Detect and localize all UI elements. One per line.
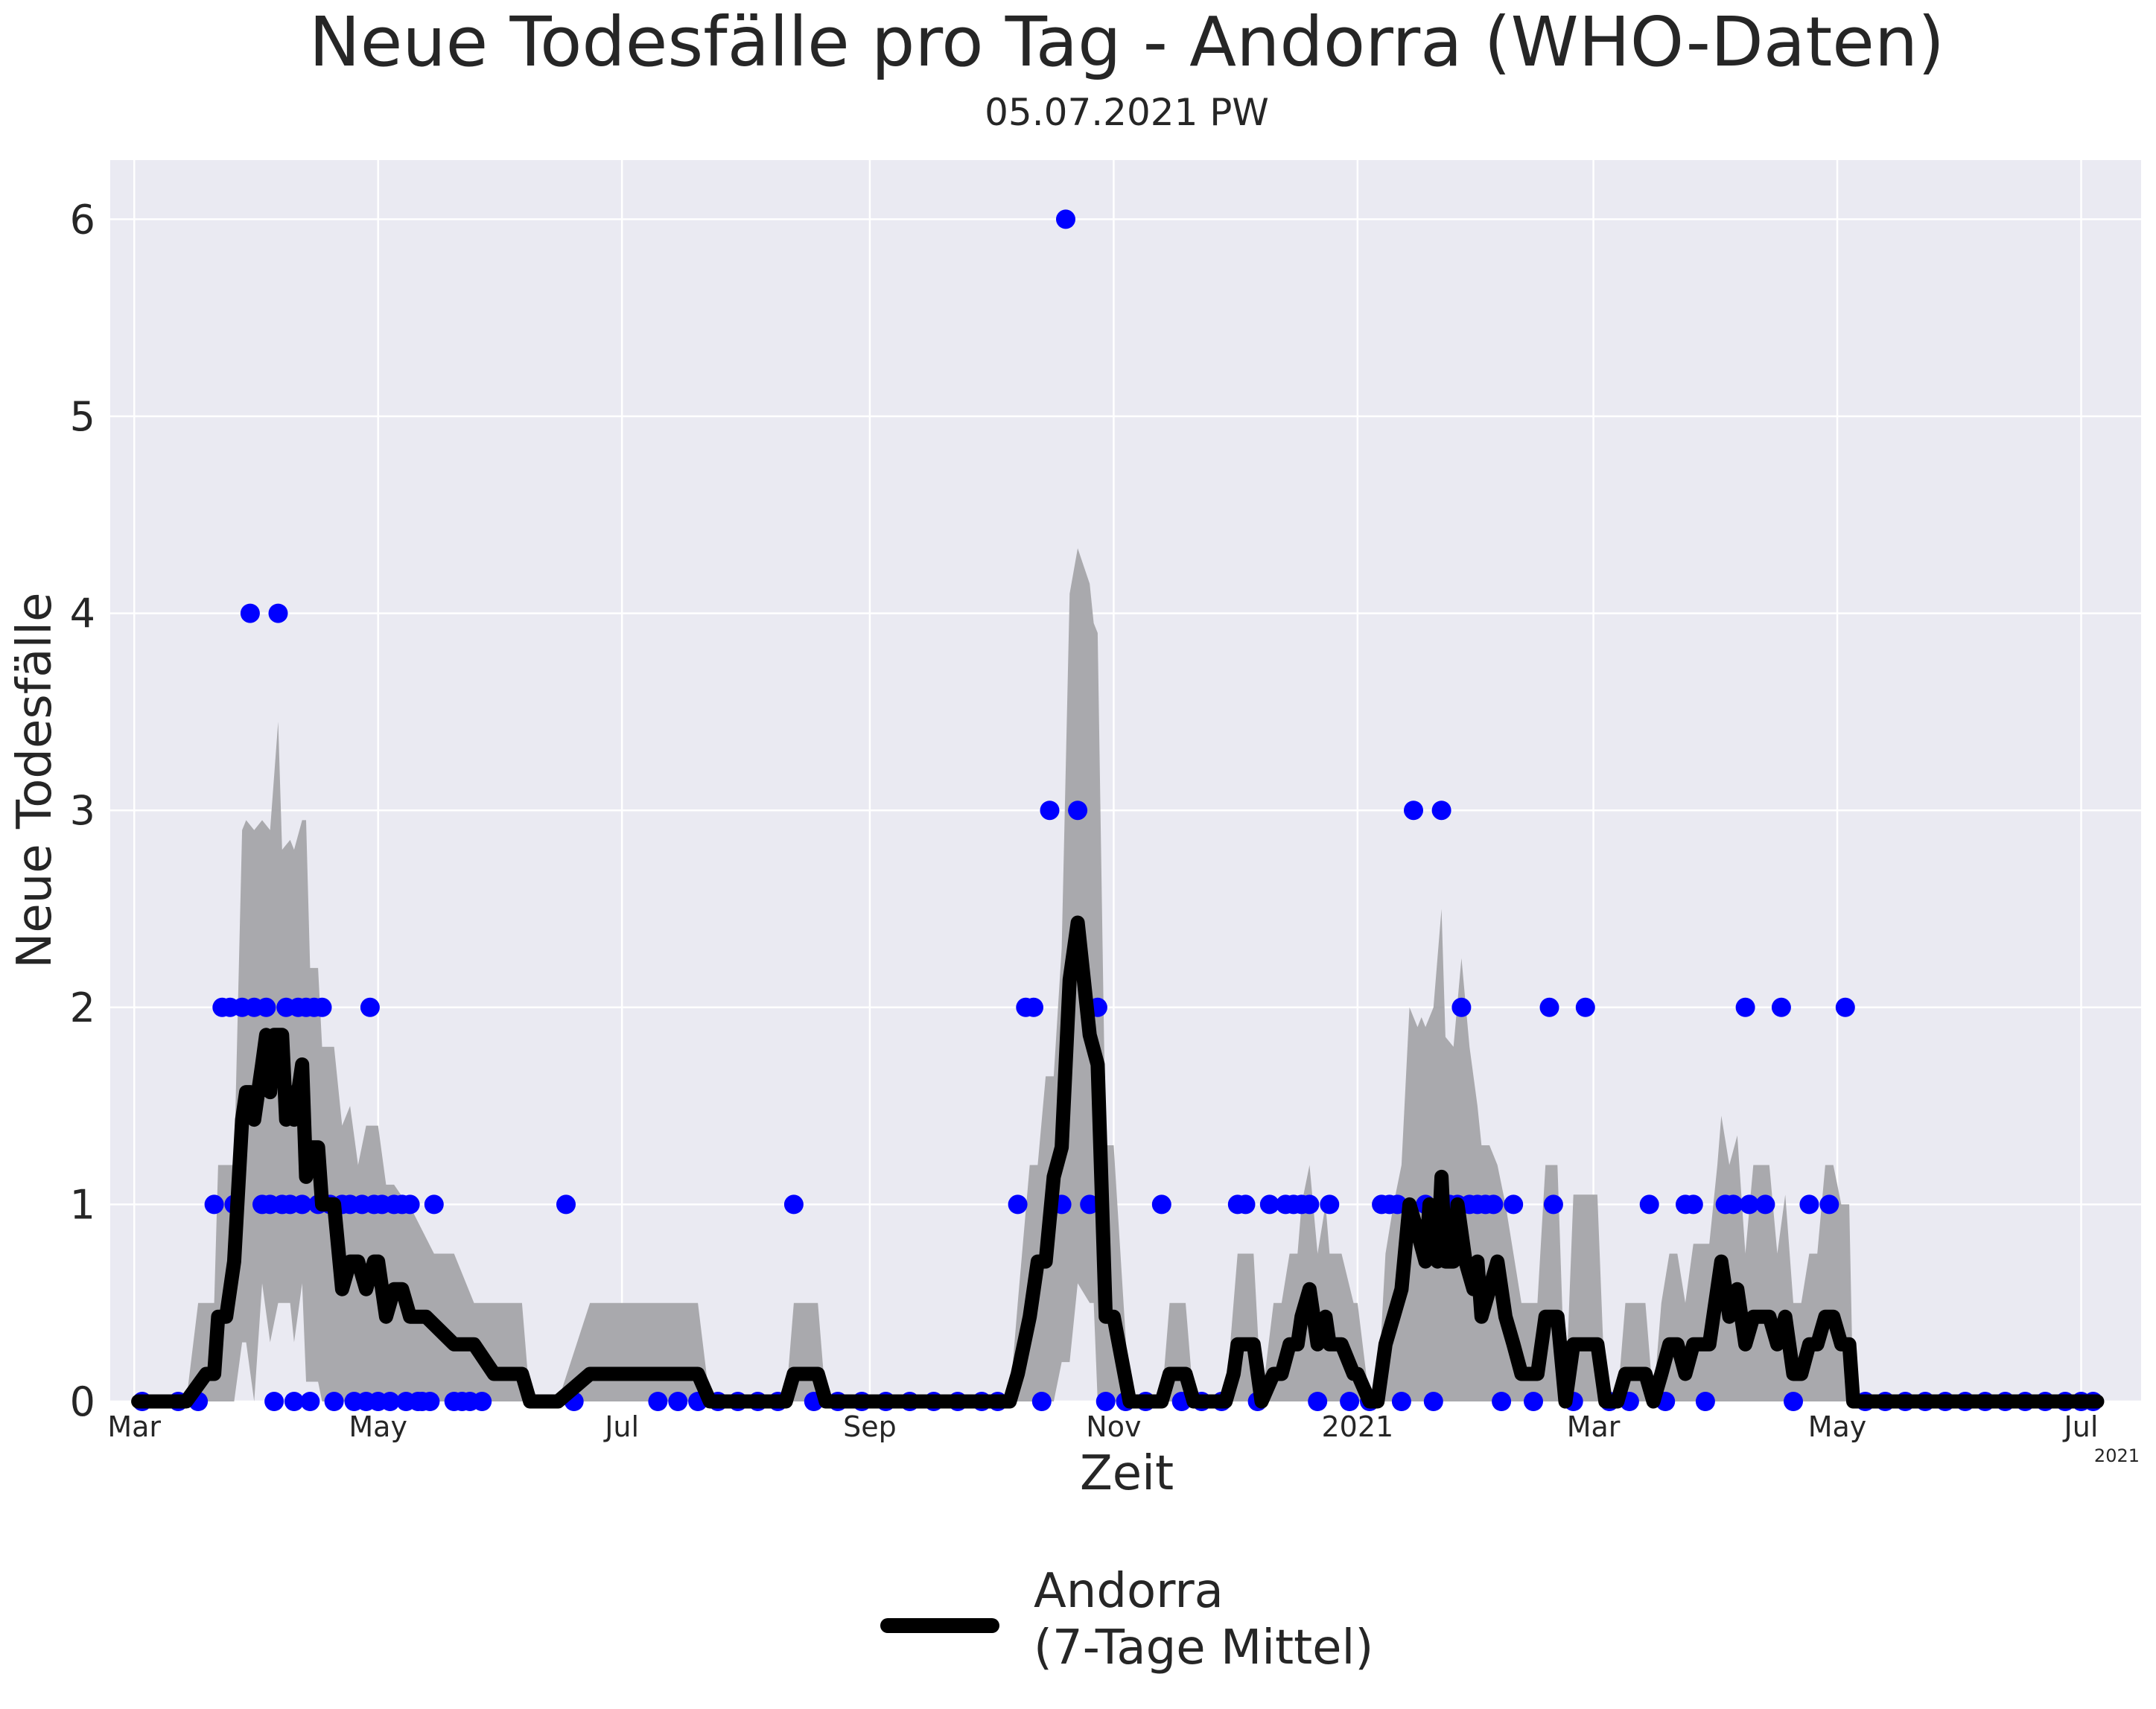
data-point — [1755, 1194, 1775, 1215]
x-tick-label: Jul — [603, 1410, 639, 1443]
data-point — [1504, 1194, 1524, 1215]
data-point — [292, 1194, 312, 1215]
data-point — [1300, 1194, 1320, 1215]
data-point — [1031, 1392, 1052, 1411]
data-point — [1404, 801, 1423, 821]
data-point — [1723, 1194, 1743, 1215]
x-tick-label: Sep — [843, 1410, 897, 1443]
data-point — [1784, 1392, 1803, 1411]
data-point — [284, 1392, 304, 1411]
data-point — [472, 1392, 492, 1411]
data-point — [1308, 1392, 1328, 1411]
data-point — [1484, 1194, 1504, 1215]
data-point — [268, 603, 288, 623]
y-tick-label: 5 — [70, 393, 95, 440]
data-point — [1236, 1194, 1256, 1215]
data-point — [240, 603, 260, 623]
data-point — [783, 1194, 804, 1215]
legend: Andorra (7-Tage Mittel) — [880, 1564, 1373, 1675]
data-point — [1040, 801, 1060, 821]
x-tick-label: May — [349, 1410, 407, 1443]
chart-title: Neue Todesfälle pro Tag - Andorra (WHO-D… — [309, 2, 1944, 82]
x-tick-label: Mar — [1567, 1410, 1621, 1443]
data-point — [1024, 997, 1043, 1017]
data-point — [1340, 1392, 1360, 1411]
data-point — [1391, 1392, 1411, 1411]
data-point — [1096, 1392, 1116, 1411]
data-point — [1771, 997, 1791, 1017]
x-axis-label: Zeit — [1080, 1446, 1174, 1501]
data-point — [556, 1194, 576, 1215]
data-point — [300, 1392, 320, 1411]
data-point — [1451, 997, 1472, 1017]
data-point — [1835, 997, 1855, 1017]
data-point — [360, 997, 380, 1017]
x-tick-label: May — [1808, 1410, 1867, 1443]
data-point — [1735, 997, 1755, 1017]
data-point — [1151, 1194, 1171, 1215]
data-point — [1320, 1194, 1340, 1215]
data-point — [1492, 1392, 1512, 1411]
data-point — [668, 1392, 688, 1411]
data-point — [1739, 1194, 1759, 1215]
data-point — [312, 997, 332, 1017]
data-point — [424, 1194, 444, 1215]
data-point — [1259, 1194, 1279, 1215]
data-point — [204, 1194, 224, 1215]
data-point — [400, 1194, 420, 1215]
data-point — [1639, 1194, 1659, 1215]
y-tick-label: 4 — [70, 591, 95, 637]
series-line-andorra — [131, 915, 2105, 1409]
data-point — [1431, 801, 1451, 821]
x-tick-label: Jul — [2063, 1410, 2099, 1443]
data-point — [1575, 997, 1595, 1017]
data-point — [1695, 1392, 1715, 1411]
data-point — [1683, 1194, 1703, 1215]
y-axis-label: Neue Todesfälle — [7, 593, 63, 969]
data-point — [1799, 1194, 1819, 1215]
x-tick-labels: Mar May Jul Sep Nov 2021 Mar May Jul — [107, 1410, 2098, 1443]
data-point — [1543, 1194, 1563, 1215]
data-point — [1068, 801, 1088, 821]
legend-label: Andorra (7-Tage Mittel) — [1034, 1564, 1373, 1675]
data-point — [648, 1392, 668, 1411]
x-tick-label: Nov — [1086, 1410, 1141, 1443]
data-point — [380, 1392, 400, 1411]
data-point — [1539, 997, 1559, 1017]
y-tick-label: 1 — [70, 1181, 95, 1228]
data-point — [324, 1392, 344, 1411]
plot-area — [110, 160, 2141, 1401]
data-point — [1423, 1392, 1443, 1411]
data-point — [1524, 1392, 1543, 1411]
y-tick-label: 2 — [70, 984, 95, 1031]
data-point — [420, 1392, 440, 1411]
data-point — [256, 997, 276, 1017]
y-tick-label: 6 — [70, 196, 95, 243]
y-tick-labels: 0 1 2 3 4 5 6 — [70, 196, 95, 1425]
range-band — [138, 548, 2097, 1401]
data-point — [1056, 209, 1075, 229]
data-point — [1008, 1194, 1028, 1215]
y-tick-label: 0 — [70, 1378, 95, 1425]
data-point — [1080, 1194, 1100, 1215]
chart-subtitle: 05.07.2021 PW — [985, 91, 1269, 134]
y-tick-label: 3 — [70, 787, 95, 834]
data-point — [264, 1392, 284, 1411]
x-tick-label: 2021 — [1321, 1410, 1393, 1443]
x-tick-label: Mar — [107, 1410, 161, 1443]
data-point — [1819, 1194, 1839, 1215]
x-offset-label: 2021 — [2094, 1445, 2140, 1466]
